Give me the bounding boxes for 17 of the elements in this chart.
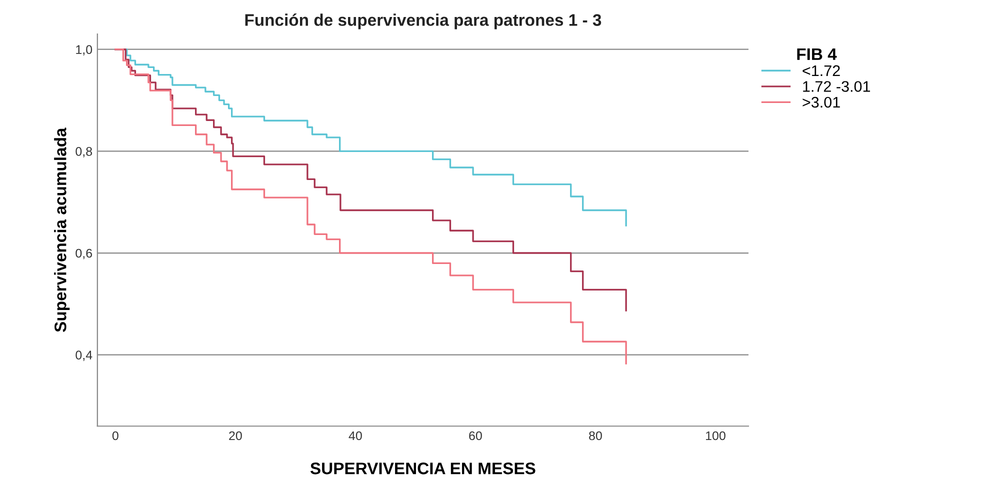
legend-title: FIB 4 xyxy=(797,48,837,60)
x-axis-title: SUPERVIVENCIA EN MESES xyxy=(310,462,536,474)
y-tick-label: 0,8 xyxy=(76,146,92,158)
legend-label: <1.72 xyxy=(802,65,840,76)
y-tick-label: 0,4 xyxy=(76,350,92,361)
x-tick-label: 100 xyxy=(706,431,726,440)
chart-title: Función de supervivencia para patrones 1 - 3 xyxy=(245,14,602,30)
x-tick-label: 80 xyxy=(589,431,602,440)
x-tick-label: 0 xyxy=(112,431,118,440)
y-axis-title: Supervivencia acumulada xyxy=(54,128,70,332)
y-tick-label: 1,0 xyxy=(76,45,92,56)
x-tick-label: 60 xyxy=(469,431,482,440)
y-tick-label: 0,6 xyxy=(76,248,92,260)
legend-label: 1.72 -3.01 xyxy=(803,81,870,92)
legend-label: >3.01 xyxy=(802,96,840,108)
x-tick-label: 40 xyxy=(348,431,362,440)
x-tick-label: 20 xyxy=(229,431,242,440)
